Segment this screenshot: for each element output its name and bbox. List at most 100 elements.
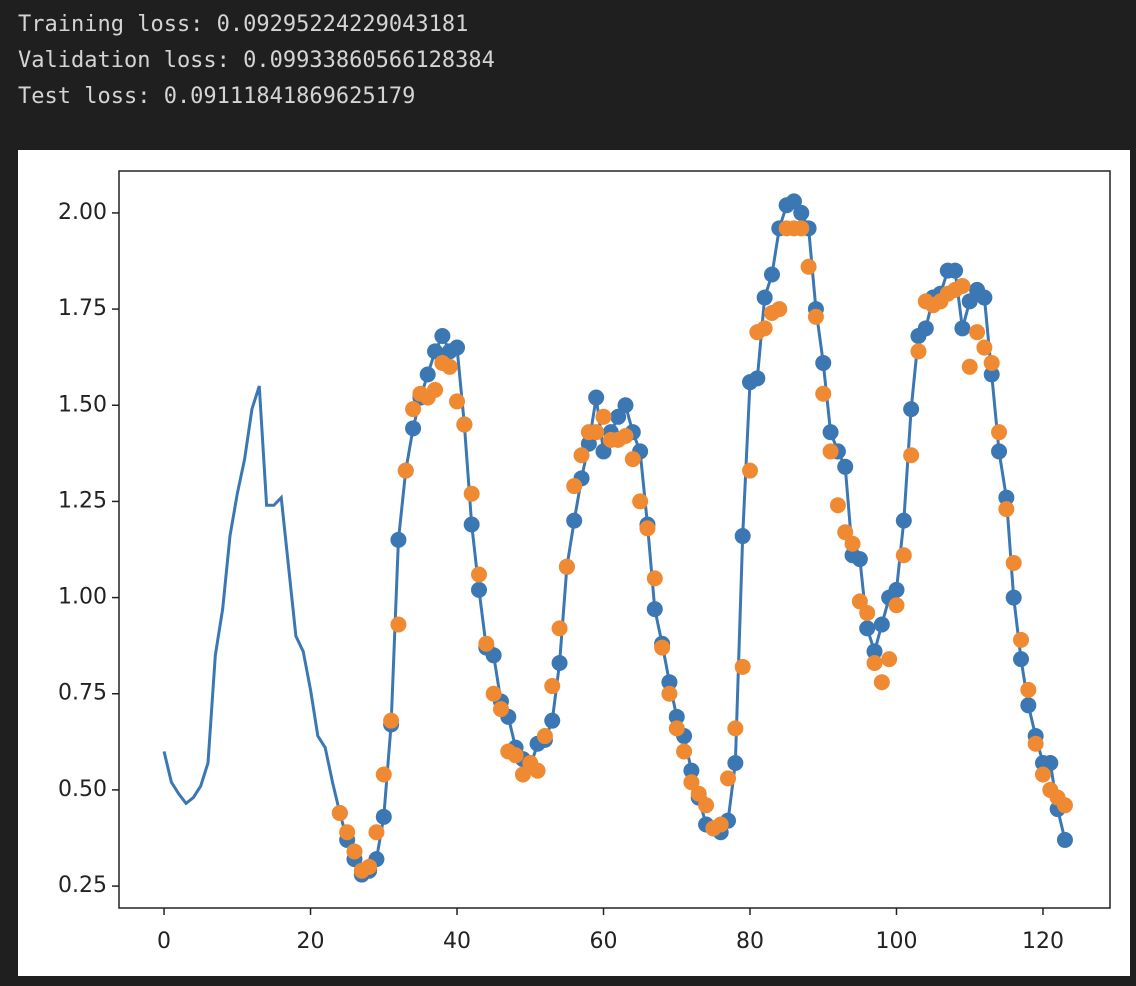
- point: [917, 320, 934, 337]
- point: [331, 804, 348, 821]
- point: [895, 512, 912, 529]
- point: [610, 408, 627, 425]
- point: [470, 581, 487, 598]
- point: [888, 581, 905, 598]
- point: [339, 824, 356, 841]
- point: [661, 685, 678, 702]
- output-line: Validation loss: 0.09933860566128384: [18, 48, 495, 73]
- point: [368, 824, 385, 841]
- point: [727, 754, 744, 771]
- point: [551, 654, 568, 671]
- point: [1034, 766, 1051, 783]
- output-line: Test loss: 0.09111841869625179: [18, 84, 416, 109]
- point: [822, 424, 839, 441]
- plot-frame: [118, 170, 1111, 909]
- point: [712, 816, 729, 833]
- point: [829, 497, 846, 514]
- point: [844, 535, 861, 552]
- point: [991, 424, 1008, 441]
- point: [734, 528, 751, 545]
- point: [566, 478, 583, 495]
- point: [954, 320, 971, 337]
- point: [405, 401, 422, 418]
- x-tick-label: 100: [875, 929, 917, 954]
- point: [961, 293, 978, 310]
- y-tick-label: 1.50: [58, 392, 107, 417]
- point: [529, 762, 546, 779]
- point: [763, 266, 780, 283]
- point: [822, 443, 839, 460]
- point: [346, 843, 363, 860]
- point: [668, 720, 685, 737]
- point: [544, 678, 561, 695]
- point: [646, 601, 663, 618]
- point: [419, 366, 436, 383]
- point: [873, 674, 890, 691]
- point: [1056, 797, 1073, 814]
- point: [397, 462, 414, 479]
- point: [976, 339, 993, 356]
- point: [485, 647, 502, 664]
- point: [405, 420, 422, 437]
- point: [1005, 589, 1022, 606]
- point: [580, 435, 597, 452]
- point: [991, 443, 1008, 460]
- y-tick-label: 2.00: [58, 200, 107, 225]
- point: [866, 654, 883, 671]
- point: [470, 566, 487, 583]
- point: [910, 343, 927, 360]
- point: [947, 262, 964, 279]
- point: [1027, 735, 1044, 752]
- point: [624, 451, 641, 468]
- point: [815, 354, 832, 371]
- point: [544, 712, 561, 729]
- point: [361, 858, 378, 875]
- point: [375, 808, 392, 825]
- point: [558, 558, 575, 575]
- point: [698, 797, 715, 814]
- point: [690, 785, 707, 802]
- point: [837, 524, 854, 541]
- point: [390, 616, 407, 633]
- point: [888, 597, 905, 614]
- chart: 0 20 40 60 80 100 120 0.25 0.50 0.75 1.00 1.25 1.50 1…: [58, 170, 1111, 954]
- point: [969, 324, 986, 341]
- point: [492, 701, 509, 718]
- point: [449, 393, 466, 410]
- point: [998, 501, 1015, 518]
- point: [807, 308, 824, 325]
- x-tick-label: 40: [443, 929, 471, 954]
- point: [514, 766, 531, 783]
- point: [720, 770, 737, 787]
- point: [478, 635, 495, 652]
- point: [895, 547, 912, 564]
- point: [434, 328, 451, 345]
- figure: 0 20 40 60 80 100 120 0.25 0.50 0.75 1.00 1.25 1.50 1…: [18, 150, 1130, 976]
- point: [588, 424, 605, 441]
- point: [873, 616, 890, 633]
- point: [734, 658, 751, 675]
- point: [1020, 697, 1037, 714]
- point: [427, 381, 444, 398]
- point: [683, 762, 700, 779]
- point: [954, 278, 971, 295]
- point: [742, 462, 759, 479]
- point: [756, 289, 773, 306]
- point: [683, 774, 700, 791]
- point: [1042, 754, 1059, 771]
- y-tick-label: 0.75: [58, 681, 107, 706]
- point: [661, 674, 678, 691]
- point: [617, 428, 634, 445]
- point: [859, 604, 876, 621]
- point: [1013, 651, 1030, 668]
- point: [983, 366, 1000, 383]
- point: [903, 447, 920, 464]
- point: [815, 385, 832, 402]
- point: [383, 712, 400, 729]
- point: [463, 516, 480, 533]
- point: [390, 531, 407, 548]
- point: [485, 685, 502, 702]
- y-tick-label: 0.25: [58, 873, 107, 898]
- point: [998, 489, 1015, 506]
